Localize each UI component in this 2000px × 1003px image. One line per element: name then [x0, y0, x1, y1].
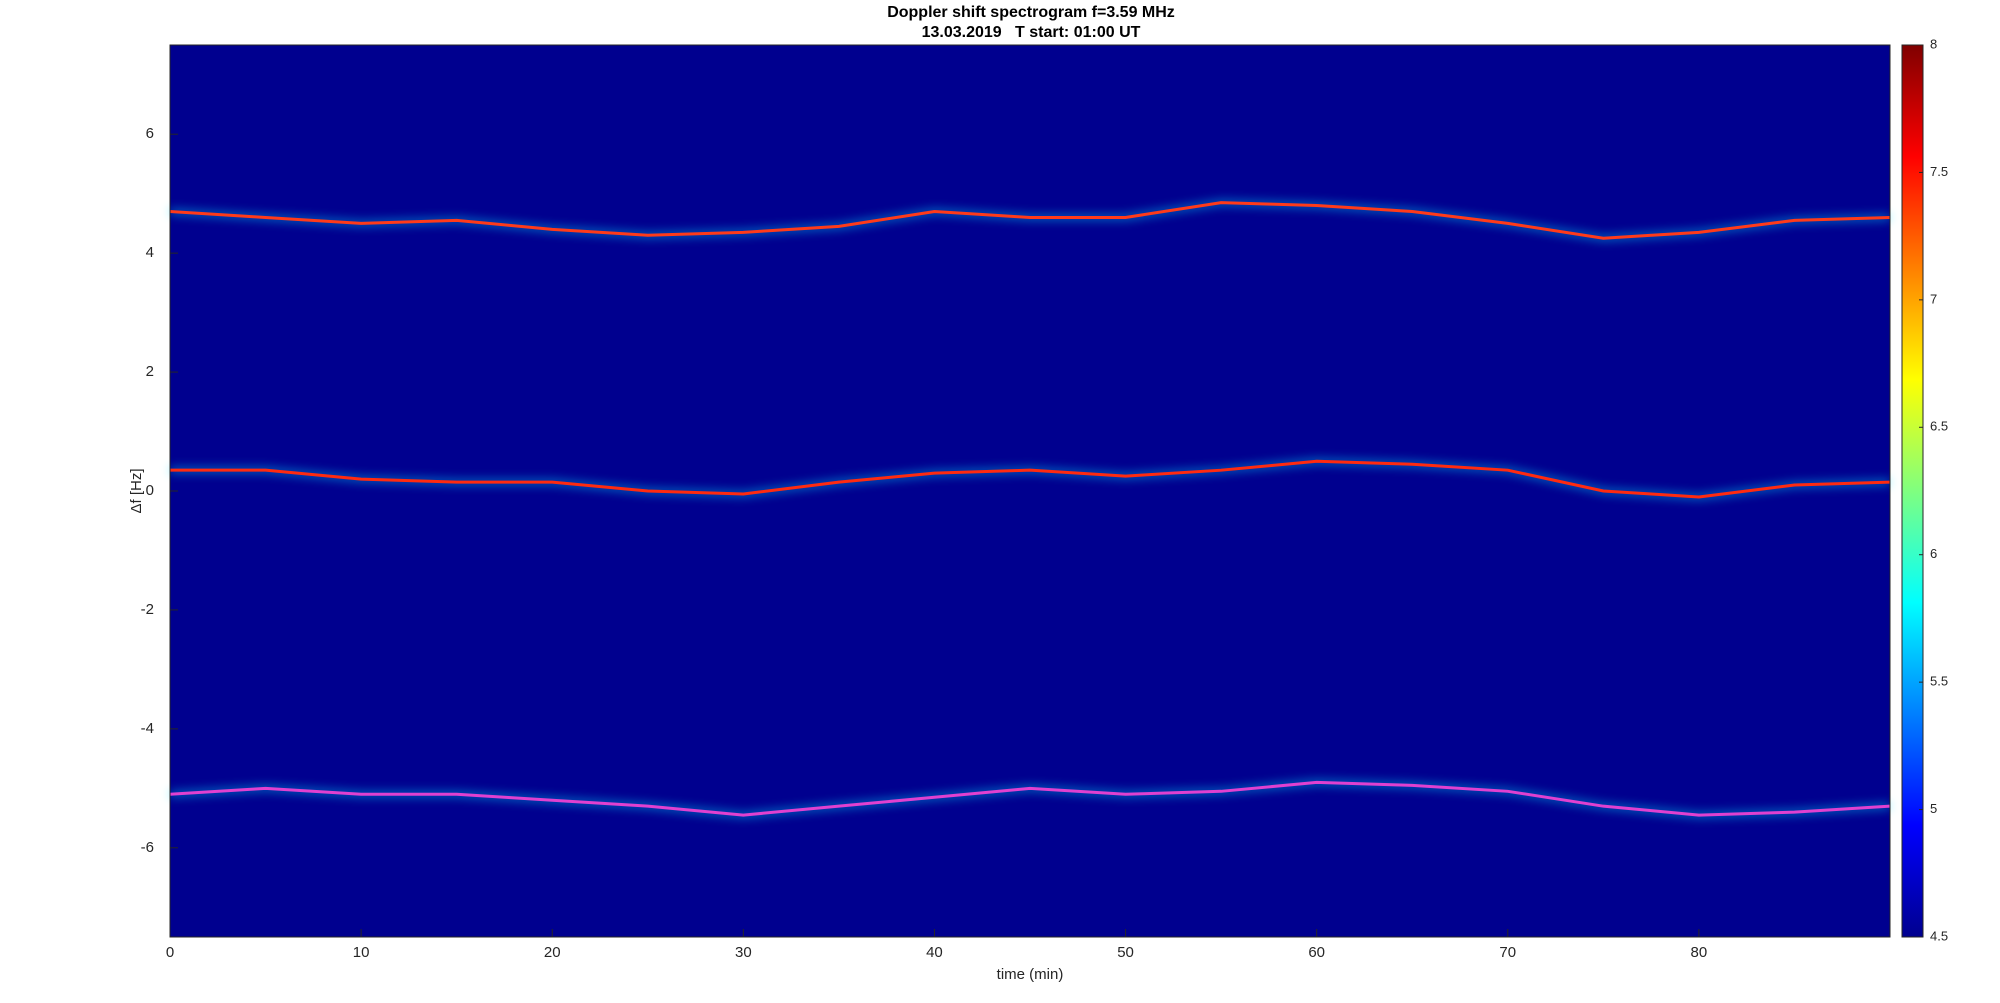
- x-tick-label: 60: [1308, 944, 1325, 961]
- y-axis-label: Δf [Hz]: [128, 468, 145, 513]
- chart-title: Doppler shift spectrogram f=3.59 MHz: [887, 4, 1175, 21]
- y-tick-label: 4: [146, 244, 154, 261]
- plot-background: [170, 45, 1890, 937]
- trace-line: [169, 201, 1891, 240]
- x-tick-label: 10: [353, 944, 370, 961]
- trace-line: [169, 780, 1891, 817]
- colorbar-tick-label: 7: [1930, 291, 1937, 306]
- x-tick-label: 30: [735, 944, 752, 961]
- colorbar-tick-label: 5: [1930, 801, 1937, 816]
- colorbar: [1901, 44, 1924, 938]
- colorbar-tick-label: 5.5: [1930, 674, 1948, 689]
- plot-frame: [169, 44, 1891, 938]
- y-tick-label: 6: [146, 125, 154, 142]
- y-tick-label: 0: [146, 482, 154, 499]
- x-tick-label: 50: [1117, 944, 1134, 961]
- y-tick-label: -6: [141, 839, 154, 856]
- x-tick-label: 70: [1499, 944, 1516, 961]
- y-tick-label: 2: [146, 363, 154, 380]
- x-tick-label: 0: [166, 944, 174, 961]
- colorbar-tick-label: 6.5: [1930, 419, 1948, 434]
- colorbar-tick-label: 4.5: [1930, 928, 1948, 943]
- x-tick-label: 40: [926, 944, 943, 961]
- trace-line: [170, 459, 1891, 499]
- colorbar-tick-label: 6: [1930, 546, 1937, 561]
- x-tick-label: 20: [544, 944, 561, 961]
- colorbar-tick-label: 7.5: [1930, 164, 1948, 179]
- chart-subtitle: 13.03.2019 T start: 01:00 UT: [922, 24, 1141, 41]
- x-tick-label: 80: [1691, 944, 1708, 961]
- colorbar-tick-label: 8: [1930, 36, 1937, 51]
- y-tick-label: -4: [141, 720, 154, 737]
- y-tick-label: -2: [141, 601, 154, 618]
- x-axis-label: time (min): [997, 966, 1064, 983]
